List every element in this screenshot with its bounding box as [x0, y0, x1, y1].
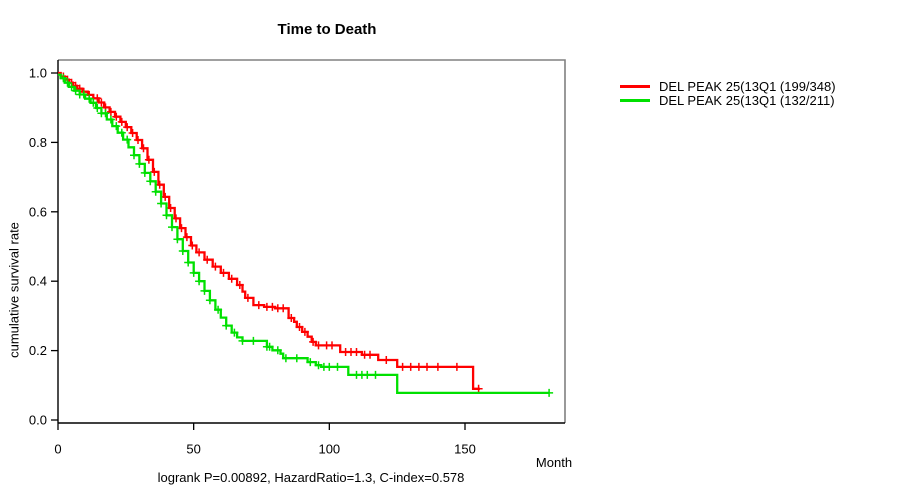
- km-curve-series2: [58, 73, 550, 395]
- y-tick-label: 1.0: [29, 66, 47, 81]
- legend-label-series2: DEL PEAK 25(13Q1 (132/211): [659, 93, 835, 108]
- legend-line-green-icon: [620, 99, 650, 102]
- chart-title: Time to Death: [277, 21, 377, 38]
- legend-row-series1: DEL PEAK 25(13Q1 (199/348): [620, 80, 836, 93]
- y-tick-label: 0.0: [29, 413, 47, 428]
- censor-marks-series2: [59, 74, 554, 397]
- y-tick-label: 0.4: [29, 274, 47, 289]
- x-tick-label: 0: [54, 442, 61, 457]
- x-tick-label: 50: [186, 442, 200, 457]
- legend-line-red-icon: [620, 85, 650, 88]
- censor-marks-series1: [59, 72, 483, 393]
- legend-row-series2: DEL PEAK 25(13Q1 (132/211): [620, 94, 836, 107]
- x-axis-label: Month: [535, 455, 573, 470]
- y-tick-label: 0.2: [29, 343, 47, 358]
- legend: DEL PEAK 25(13Q1 (199/348) DEL PEAK 25(1…: [620, 80, 836, 107]
- legend-label-series1: DEL PEAK 25(13Q1 (199/348): [659, 79, 836, 94]
- y-tick-label: 0.6: [29, 204, 47, 219]
- y-axis-label: cumulative survival rate: [6, 222, 22, 358]
- y-tick-label: 0.8: [29, 135, 47, 150]
- x-tick-label: 150: [454, 442, 476, 457]
- plot-box-border: [58, 59, 566, 423]
- x-tick-label: 100: [318, 442, 340, 457]
- stats-annotation: logrank P=0.00892, HazardRatio=1.3, C-in…: [157, 470, 465, 485]
